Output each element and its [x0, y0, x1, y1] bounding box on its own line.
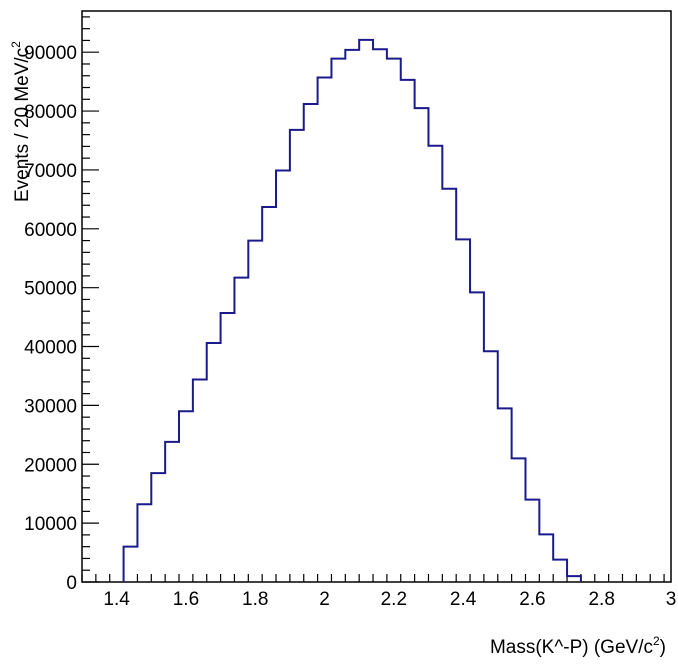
y-tick-label: 50000 [24, 279, 77, 300]
x-tick-label: 1.4 [103, 589, 130, 610]
x-axis-title: Mass(K^-P) (GeV/c2) [490, 634, 666, 658]
histogram-bin [276, 171, 290, 582]
histogram-bin [234, 278, 248, 582]
y-axis-title: Events / 20 MeV/c2 [9, 41, 33, 202]
y-axis-ticks [82, 16, 99, 583]
histogram-bin [290, 130, 304, 582]
x-tick-label: 3 [666, 589, 677, 610]
plot-frame [81, 10, 672, 583]
y-tick-label: 30000 [24, 396, 77, 417]
y-tick-label: 80000 [24, 102, 77, 123]
x-axis-tick-labels: 1.4 1.6 1.8 2 2.2 2.4 2.6 2.8 3 [103, 589, 676, 610]
histogram-bin [553, 560, 567, 582]
y-tick-label: 90000 [24, 43, 77, 64]
histogram-bin [207, 343, 221, 582]
histogram-bin [456, 239, 470, 582]
histogram-bin [373, 49, 387, 582]
y-tick-label: 10000 [24, 514, 77, 535]
histogram-bin [512, 458, 526, 582]
histogram-bin [539, 534, 553, 582]
x-tick-label: 1.8 [242, 589, 268, 610]
x-tick-label: 1.6 [173, 589, 199, 610]
y-tick-label: 0 [66, 573, 77, 594]
y-tick-label: 40000 [24, 338, 77, 359]
histogram-bin [567, 576, 581, 582]
plot-area-border [81, 10, 672, 583]
histogram-bin [137, 504, 151, 582]
y-tick-label: 20000 [24, 455, 77, 476]
x-tick-label: 2.2 [381, 589, 407, 610]
histogram-bin [179, 411, 193, 582]
y-tick-label: 70000 [24, 161, 77, 182]
histogram-bin [248, 241, 262, 582]
x-tick-label: 2.8 [588, 589, 614, 610]
histogram-bin [525, 500, 539, 582]
histogram-bin [498, 408, 512, 582]
x-tick-label: 2.6 [519, 589, 545, 610]
y-axis-tick-labels: 0 10000 20000 30000 40000 50000 60000 70000 8000… [24, 43, 77, 594]
histogram-bin [193, 380, 207, 582]
histogram-bin [221, 313, 235, 582]
histogram-bin [331, 59, 345, 582]
histogram-bin [470, 292, 484, 582]
histogram-bin [124, 547, 138, 582]
histogram-bin [345, 50, 359, 582]
histogram-bin [484, 351, 498, 582]
histogram-bin [359, 40, 373, 582]
histogram-bin [318, 78, 332, 582]
histogram-series-line [122, 38, 582, 582]
histogram-bin [165, 442, 179, 582]
histogram-bin [387, 59, 401, 582]
histogram-bin [401, 80, 415, 582]
y-tick-label: 60000 [24, 220, 77, 241]
x-tick-label: 2 [319, 589, 330, 610]
histogram-bin [304, 104, 318, 582]
histogram-bin [442, 189, 456, 582]
histogram-bin [428, 146, 442, 582]
histogram-bin [415, 108, 429, 582]
histogram-bin [151, 473, 165, 582]
histogram-bins [124, 40, 581, 582]
x-tick-label: 2.4 [450, 589, 477, 610]
histogram-bin [262, 207, 276, 582]
